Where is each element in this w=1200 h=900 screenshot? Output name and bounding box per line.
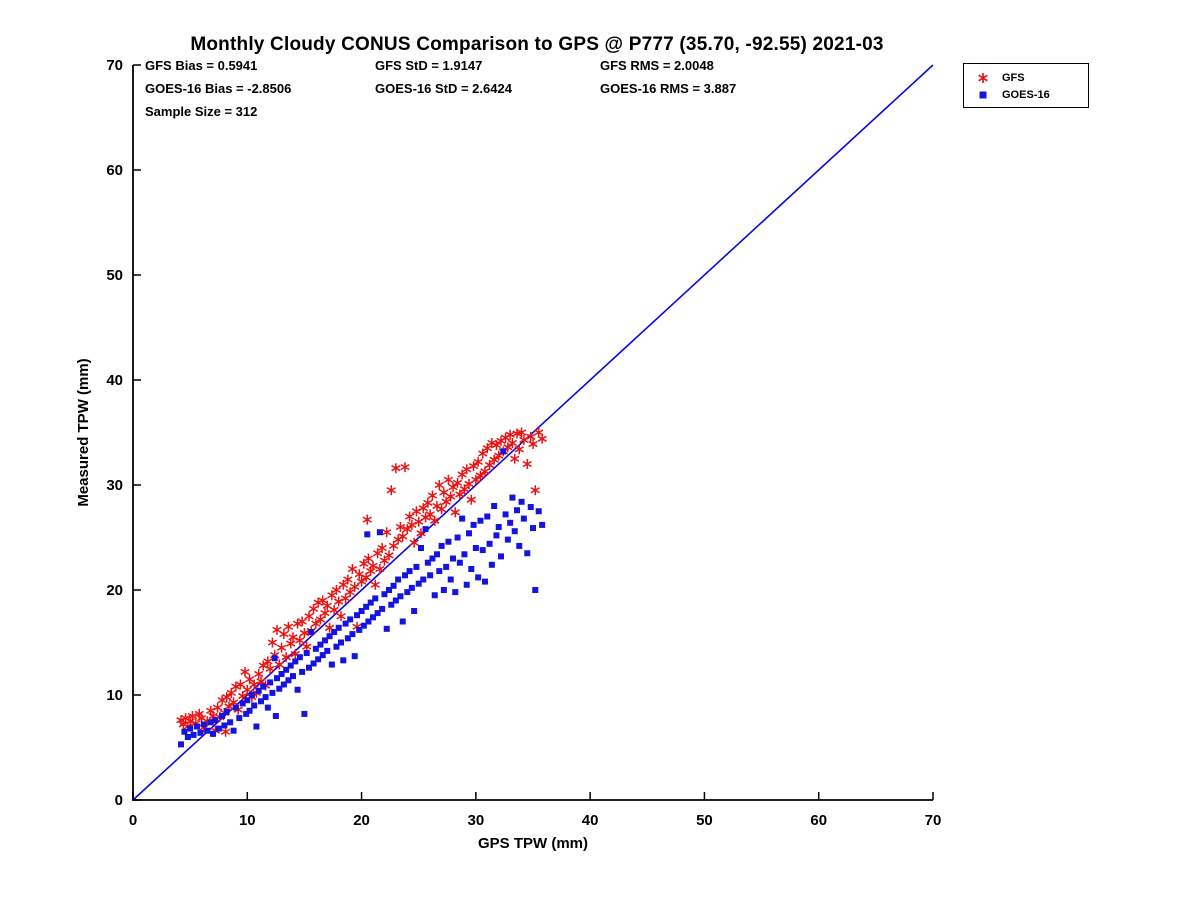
asterisk-marker-icon	[978, 72, 988, 83]
svg-text:50: 50	[696, 812, 713, 829]
svg-text:20: 20	[106, 582, 123, 599]
stat-gfs-bias: GFS Bias = 0.5941	[145, 58, 258, 73]
stat-goes-std: GOES-16 StD = 2.6424	[375, 81, 512, 96]
svg-text:70: 70	[925, 812, 942, 829]
legend-item-goes16: GOES-16	[964, 86, 1088, 103]
svg-text:10: 10	[239, 812, 256, 829]
svg-text:30: 30	[468, 812, 485, 829]
y-axis-label: Measured TPW (mm)	[75, 358, 92, 506]
svg-text:0: 0	[115, 792, 123, 809]
svg-text:0: 0	[129, 812, 137, 829]
svg-text:40: 40	[106, 372, 123, 389]
x-axis-label: GPS TPW (mm)	[478, 835, 588, 852]
stat-sample-size: Sample Size = 312	[145, 104, 258, 119]
legend-label-goes16: GOES-16	[1002, 88, 1050, 101]
svg-text:20: 20	[353, 812, 370, 829]
svg-text:10: 10	[106, 687, 123, 704]
stat-gfs-std: GFS StD = 1.9147	[375, 58, 483, 73]
legend-label-gfs: GFS	[1002, 71, 1025, 84]
stat-goes-bias: GOES-16 Bias = -2.8506	[145, 81, 292, 96]
legend-item-gfs: GFS	[964, 69, 1088, 86]
svg-text:50: 50	[106, 267, 123, 284]
stat-gfs-rms: GFS RMS = 2.0048	[600, 58, 714, 73]
svg-text:70: 70	[106, 57, 123, 74]
svg-text:30: 30	[106, 477, 123, 494]
svg-text:40: 40	[582, 812, 599, 829]
square-marker-icon	[979, 91, 987, 98]
chart-title: Monthly Cloudy CONUS Comparison to GPS @…	[190, 34, 884, 55]
svg-text:60: 60	[810, 812, 827, 829]
legend: GFS GOES-16	[963, 63, 1089, 108]
identity-line	[132, 64, 934, 801]
svg-text:60: 60	[106, 162, 123, 179]
stat-goes-rms: GOES-16 RMS = 3.887	[600, 81, 737, 96]
